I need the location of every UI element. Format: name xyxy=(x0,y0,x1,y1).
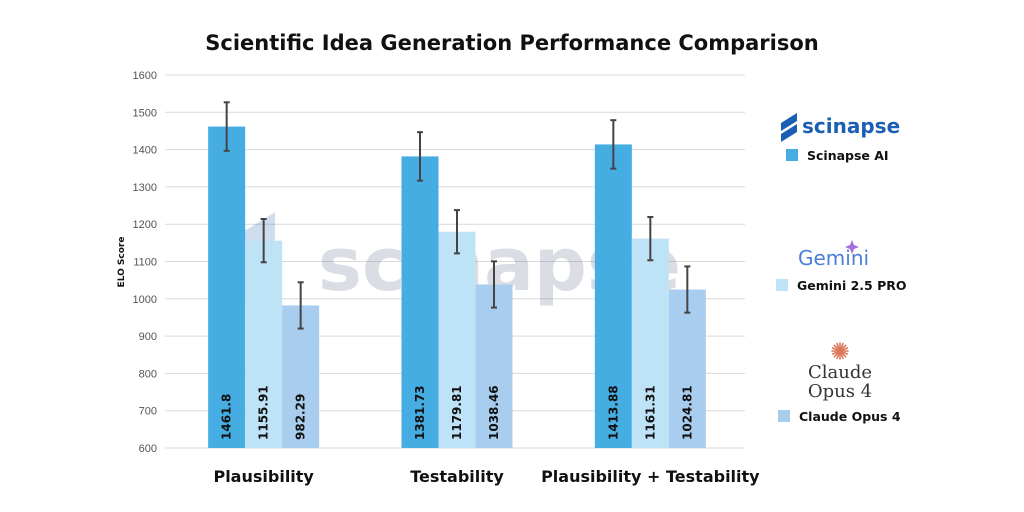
data-label: 1413.88 xyxy=(606,385,620,440)
data-label: 1038.46 xyxy=(487,385,501,440)
scinapse-logo: scinapse xyxy=(781,113,900,142)
y-axis-label: ELO Score xyxy=(117,237,127,288)
data-label: 1381.73 xyxy=(413,385,427,440)
y-tick-label: 600 xyxy=(139,443,157,455)
claude-logo-line1: Claude xyxy=(808,362,872,383)
data-label: 1461.8 xyxy=(220,394,234,440)
y-tick-label: 800 xyxy=(139,368,157,380)
y-tick-label: 1000 xyxy=(133,294,157,306)
data-label: 1024.81 xyxy=(680,385,694,440)
bar xyxy=(475,284,513,448)
y-tick-label: 1600 xyxy=(133,70,157,82)
x-category-label: Plausibility + Testability xyxy=(541,467,760,486)
legend-swatch-scinapse xyxy=(786,149,798,161)
legend-label-scinapse: Scinapse AI xyxy=(807,148,889,163)
legend: scinapse Scinapse AI Gemini Gemini 2.5 P… xyxy=(776,113,907,424)
x-category-label: Testability xyxy=(410,467,504,486)
bars xyxy=(208,126,706,449)
y-tick-label: 1400 xyxy=(133,145,157,157)
gemini-logo: Gemini xyxy=(798,240,869,270)
y-axis-ticks: 600 700 800 900 1000 1100 1200 1300 1400 1500 1600 xyxy=(133,70,157,455)
data-label: 982.29 xyxy=(294,394,308,440)
gemini-logo-text: Gemini xyxy=(798,246,869,270)
y-tick-label: 1200 xyxy=(133,219,157,231)
category-labels: Plausibility Testability Plausibility + Te… xyxy=(213,467,760,486)
x-category-label: Plausibility xyxy=(213,467,314,486)
legend-label-claude: Claude Opus 4 xyxy=(799,409,901,424)
claude-starburst-icon xyxy=(831,342,849,360)
data-label: 1179.81 xyxy=(450,385,464,440)
chart-title: Scientific Idea Generation Performance C… xyxy=(205,31,819,55)
bar xyxy=(245,240,283,448)
bar xyxy=(438,231,476,448)
bar xyxy=(668,289,706,448)
legend-swatch-gemini xyxy=(776,279,788,291)
legend-swatch-claude xyxy=(778,410,790,422)
claude-logo-line2: Opus 4 xyxy=(808,381,872,402)
y-tick-label: 1500 xyxy=(133,107,157,119)
bar xyxy=(631,238,669,448)
scinapse-logo-mark xyxy=(781,113,797,131)
y-tick-label: 1300 xyxy=(133,182,157,194)
error-bars xyxy=(223,101,691,330)
gemini-sparkle-icon xyxy=(845,240,859,254)
claude-logo: Claude Opus 4 xyxy=(808,342,872,402)
y-tick-label: 900 xyxy=(139,331,157,343)
bar xyxy=(401,156,439,448)
scinapse-logo-mark xyxy=(781,124,797,142)
bar xyxy=(208,126,246,449)
y-tick-label: 1100 xyxy=(133,257,157,269)
scinapse-logo-text: scinapse xyxy=(802,114,900,138)
y-tick-label: 700 xyxy=(139,406,157,418)
data-label: 1161.31 xyxy=(643,385,657,440)
value-labels: 1461.8 1155.91 982.29 1381.73 1179.81 1038.46… xyxy=(220,385,695,440)
bar xyxy=(594,144,632,448)
data-label: 1155.91 xyxy=(257,385,271,440)
legend-label-gemini: Gemini 2.5 PRO xyxy=(797,278,907,293)
